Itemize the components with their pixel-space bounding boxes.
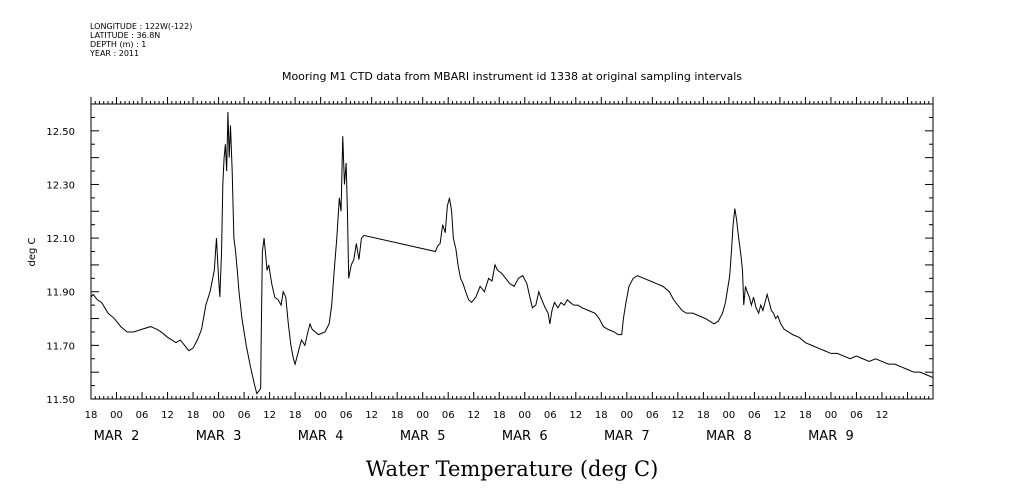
x-date-label: MAR 8 — [706, 429, 752, 444]
chart-title: Mooring M1 CTD data from MBARI instrumen… — [282, 70, 742, 83]
x-tick-label: 18 — [187, 410, 200, 421]
x-tick-label: 12 — [774, 410, 787, 421]
x-tick-label: 12 — [671, 410, 684, 421]
x-tick-label: 12 — [467, 410, 480, 421]
x-tick-label: 18 — [493, 410, 506, 421]
y-tick-label: 11.50 — [46, 395, 75, 406]
x-tick-label: 00 — [825, 410, 838, 421]
x-date-label: MAR 7 — [604, 429, 650, 444]
metadata-line: YEAR : 2011 — [89, 49, 139, 58]
x-axis-tick-labels: 18 00 06 12 18 00 06 12 18 00 06 12 18 00 06 12 18 00 06 12… — [85, 410, 889, 421]
x-tick-label: 18 — [391, 410, 404, 421]
x-axis-date-labels: MAR 2 MAR 3 MAR 4 MAR 5 MAR 6 MAR 7 MAR 8 MAR 9 — [94, 429, 854, 444]
metadata-block: LONGITUDE : 122W(-122)LATITUDE : 36.8NDE… — [89, 22, 192, 58]
x-tick-label: 06 — [544, 410, 557, 421]
x-tick-label: 18 — [85, 410, 98, 421]
temperature-series-line — [90, 112, 934, 395]
metadata-line: LONGITUDE : 122W(-122) — [90, 22, 192, 31]
x-axis-ticks — [90, 97, 934, 399]
x-date-label: MAR 3 — [196, 429, 242, 444]
x-tick-label: 18 — [595, 410, 608, 421]
x-tick-label: 12 — [263, 410, 276, 421]
x-tick-label: 06 — [238, 410, 251, 421]
x-tick-label: 18 — [697, 410, 710, 421]
x-date-label: MAR 2 — [94, 429, 140, 444]
y-tick-label: 11.70 — [46, 341, 75, 352]
x-axis-title: Water Temperature (deg C) — [366, 457, 659, 481]
x-tick-label: 06 — [646, 410, 659, 421]
x-tick-label: 12 — [161, 410, 174, 421]
x-tick-label: 06 — [748, 410, 761, 421]
y-tick-label: 12.30 — [46, 180, 75, 191]
x-tick-label: 06 — [340, 410, 353, 421]
x-tick-label: 12 — [569, 410, 582, 421]
x-tick-label: 00 — [212, 410, 225, 421]
x-tick-label: 06 — [442, 410, 455, 421]
x-tick-label: 00 — [518, 410, 531, 421]
metadata-line: DEPTH (m) : 1 — [90, 40, 146, 49]
x-tick-label: 00 — [314, 410, 327, 421]
y-axis-tick-labels: 11.50 11.70 11.90 12.10 12.30 12.50 — [46, 127, 75, 406]
y-tick-label: 12.50 — [46, 127, 75, 138]
y-axis-ticks — [91, 103, 933, 400]
x-tick-label: 06 — [136, 410, 149, 421]
x-date-label: MAR 9 — [808, 429, 854, 444]
metadata-line: LATITUDE : 36.8N — [90, 31, 160, 40]
x-tick-label: 12 — [876, 410, 889, 421]
x-tick-label: 12 — [365, 410, 378, 421]
x-tick-label: 18 — [289, 410, 302, 421]
x-tick-label: 00 — [416, 410, 429, 421]
x-tick-label: 06 — [850, 410, 863, 421]
x-date-label: MAR 6 — [502, 429, 548, 444]
y-tick-label: 12.10 — [46, 234, 75, 245]
x-tick-label: 00 — [110, 410, 123, 421]
y-axis-label: deg C — [27, 237, 38, 266]
x-date-label: MAR 5 — [400, 429, 446, 444]
y-tick-label: 11.90 — [46, 288, 75, 299]
x-tick-label: 18 — [799, 410, 812, 421]
x-tick-label: 00 — [723, 410, 736, 421]
x-tick-label: 00 — [620, 410, 633, 421]
x-date-label: MAR 4 — [298, 429, 344, 444]
